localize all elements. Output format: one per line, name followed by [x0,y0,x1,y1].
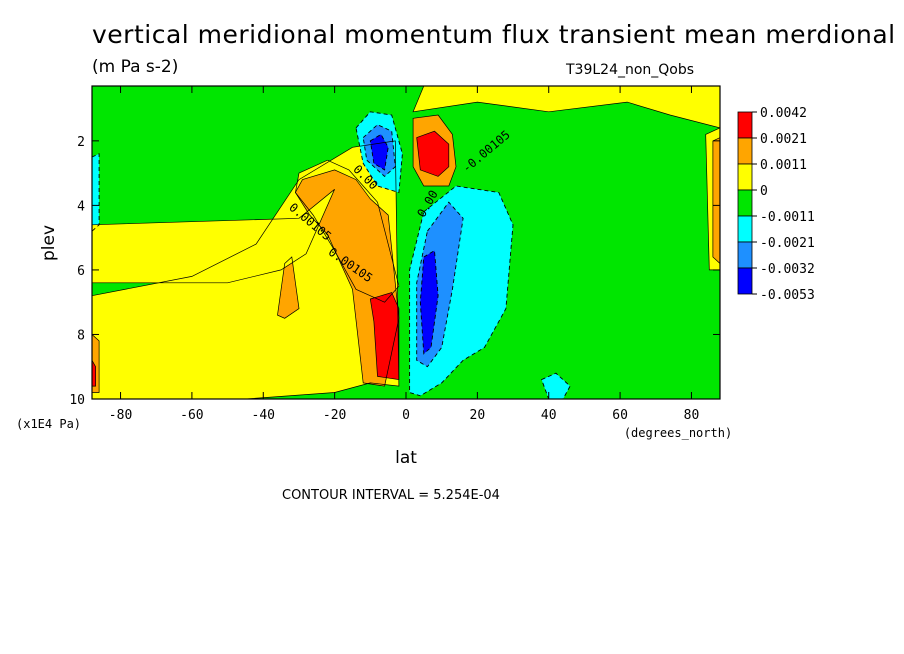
contour-line [294,169,400,387]
x-axis-label: lat [395,448,417,468]
legend-label: -0.0032 [760,262,815,277]
legend-swatch [737,241,753,269]
y-tick-label: 6 [77,264,85,279]
y-tick-label: 2 [77,135,85,150]
run-label: T39L24_non_Qobs [566,62,695,78]
y-tick-label: 8 [77,328,85,343]
x-tick-label: 80 [684,408,700,423]
y-axis-units: (x1E4 Pa) [16,417,81,431]
contour-line [712,137,720,264]
contour-interval-note: CONTOUR INTERVAL = 5.254E-04 [282,488,500,503]
contour-region [420,250,439,354]
x-axis-units: (degrees_north) [624,426,732,440]
x-tick-label: 0 [402,408,410,423]
contour-line [369,133,389,171]
contour-line [416,130,450,177]
contour-line [92,334,100,393]
contour-region [413,86,720,128]
x-tick-label: 20 [470,408,486,423]
contour-line [416,201,464,368]
legend-label: -0.0053 [760,288,815,303]
x-tick-label: 60 [612,408,628,423]
contour-region [92,189,335,283]
y-tick-label: 10 [69,393,85,408]
contour-line [277,256,300,319]
contour-region [712,137,720,264]
y-axis-label: plev [39,225,59,261]
contour-lines [92,86,720,399]
contour-line [92,359,96,387]
contour-line [412,114,457,187]
contour-regions [92,86,720,399]
contour-region [295,169,399,387]
contour-line [541,372,571,399]
legend-swatch [737,215,753,243]
legend-label: 0.0021 [760,132,807,147]
contour-line [419,249,439,355]
x-tick-label: -20 [323,408,346,423]
contour-line [369,292,400,381]
legend-label: 0 [760,184,768,199]
y-tick-label: 4 [77,199,85,214]
legend-swatch [737,111,753,139]
legend-swatch [737,137,753,165]
legend-swatch [737,189,753,217]
x-axis: -80 -60 -40 -20 0 20 40 60 80 [109,86,699,423]
y-axis: 2 4 6 8 10 [69,135,720,408]
legend-label: 0.0042 [760,106,807,121]
contour-line [92,140,400,399]
contour-region [416,131,449,177]
contour-line [705,127,720,271]
contour-region [370,134,389,170]
contour-line [412,86,720,129]
contour-line [295,159,400,303]
x-tick-label: -40 [252,408,275,423]
contour-region [92,360,96,387]
legend-swatch [737,163,753,191]
chart-title: vertical meridional momentum flux transi… [92,20,896,49]
chart-units: (m Pa s-2) [92,57,179,77]
legend-label: -0.0011 [760,210,815,225]
legend-swatch [737,267,753,295]
contour-line [409,185,514,397]
legend-label: -0.0021 [760,236,815,251]
contour-region [92,153,100,232]
color-legend: 0.0042 0.0021 0.0011 0 -0.0011 -0.0021 -0.0032… [737,106,815,303]
legend-label: 0.0011 [760,158,807,173]
contour-region [370,292,399,380]
x-tick-label: -80 [109,408,132,423]
x-tick-label: 40 [541,408,557,423]
contour-line [92,189,335,284]
x-tick-label: -60 [180,408,203,423]
contour-line [362,124,396,178]
